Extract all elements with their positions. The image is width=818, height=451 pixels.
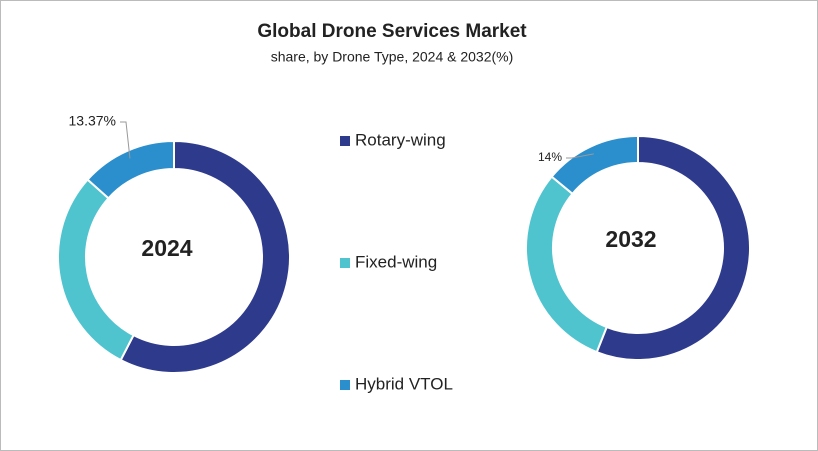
legend-swatch <box>340 258 350 268</box>
donut-slice <box>86 139 175 200</box>
donut-slice <box>550 134 639 196</box>
legend-label: Rotary-wing <box>355 130 446 149</box>
legend-label: Hybrid VTOL <box>355 374 453 393</box>
legend-label: Fixed-wing <box>355 252 437 271</box>
data-label: 14% <box>538 150 562 164</box>
center-label: 2032 <box>605 226 656 252</box>
data-label: 13.37% <box>69 113 116 129</box>
leader-line <box>120 121 131 159</box>
chart-title: Global Drone Services Market <box>257 21 527 42</box>
donut-slice <box>595 134 751 361</box>
chart-subtitle: share, by Drone Type, 2024 & 2032(%) <box>271 49 514 65</box>
center-label: 2024 <box>141 235 192 261</box>
legend-swatch <box>340 136 350 146</box>
legend-swatch <box>340 380 350 390</box>
leader-line <box>566 153 594 159</box>
donut-slice <box>119 139 291 374</box>
